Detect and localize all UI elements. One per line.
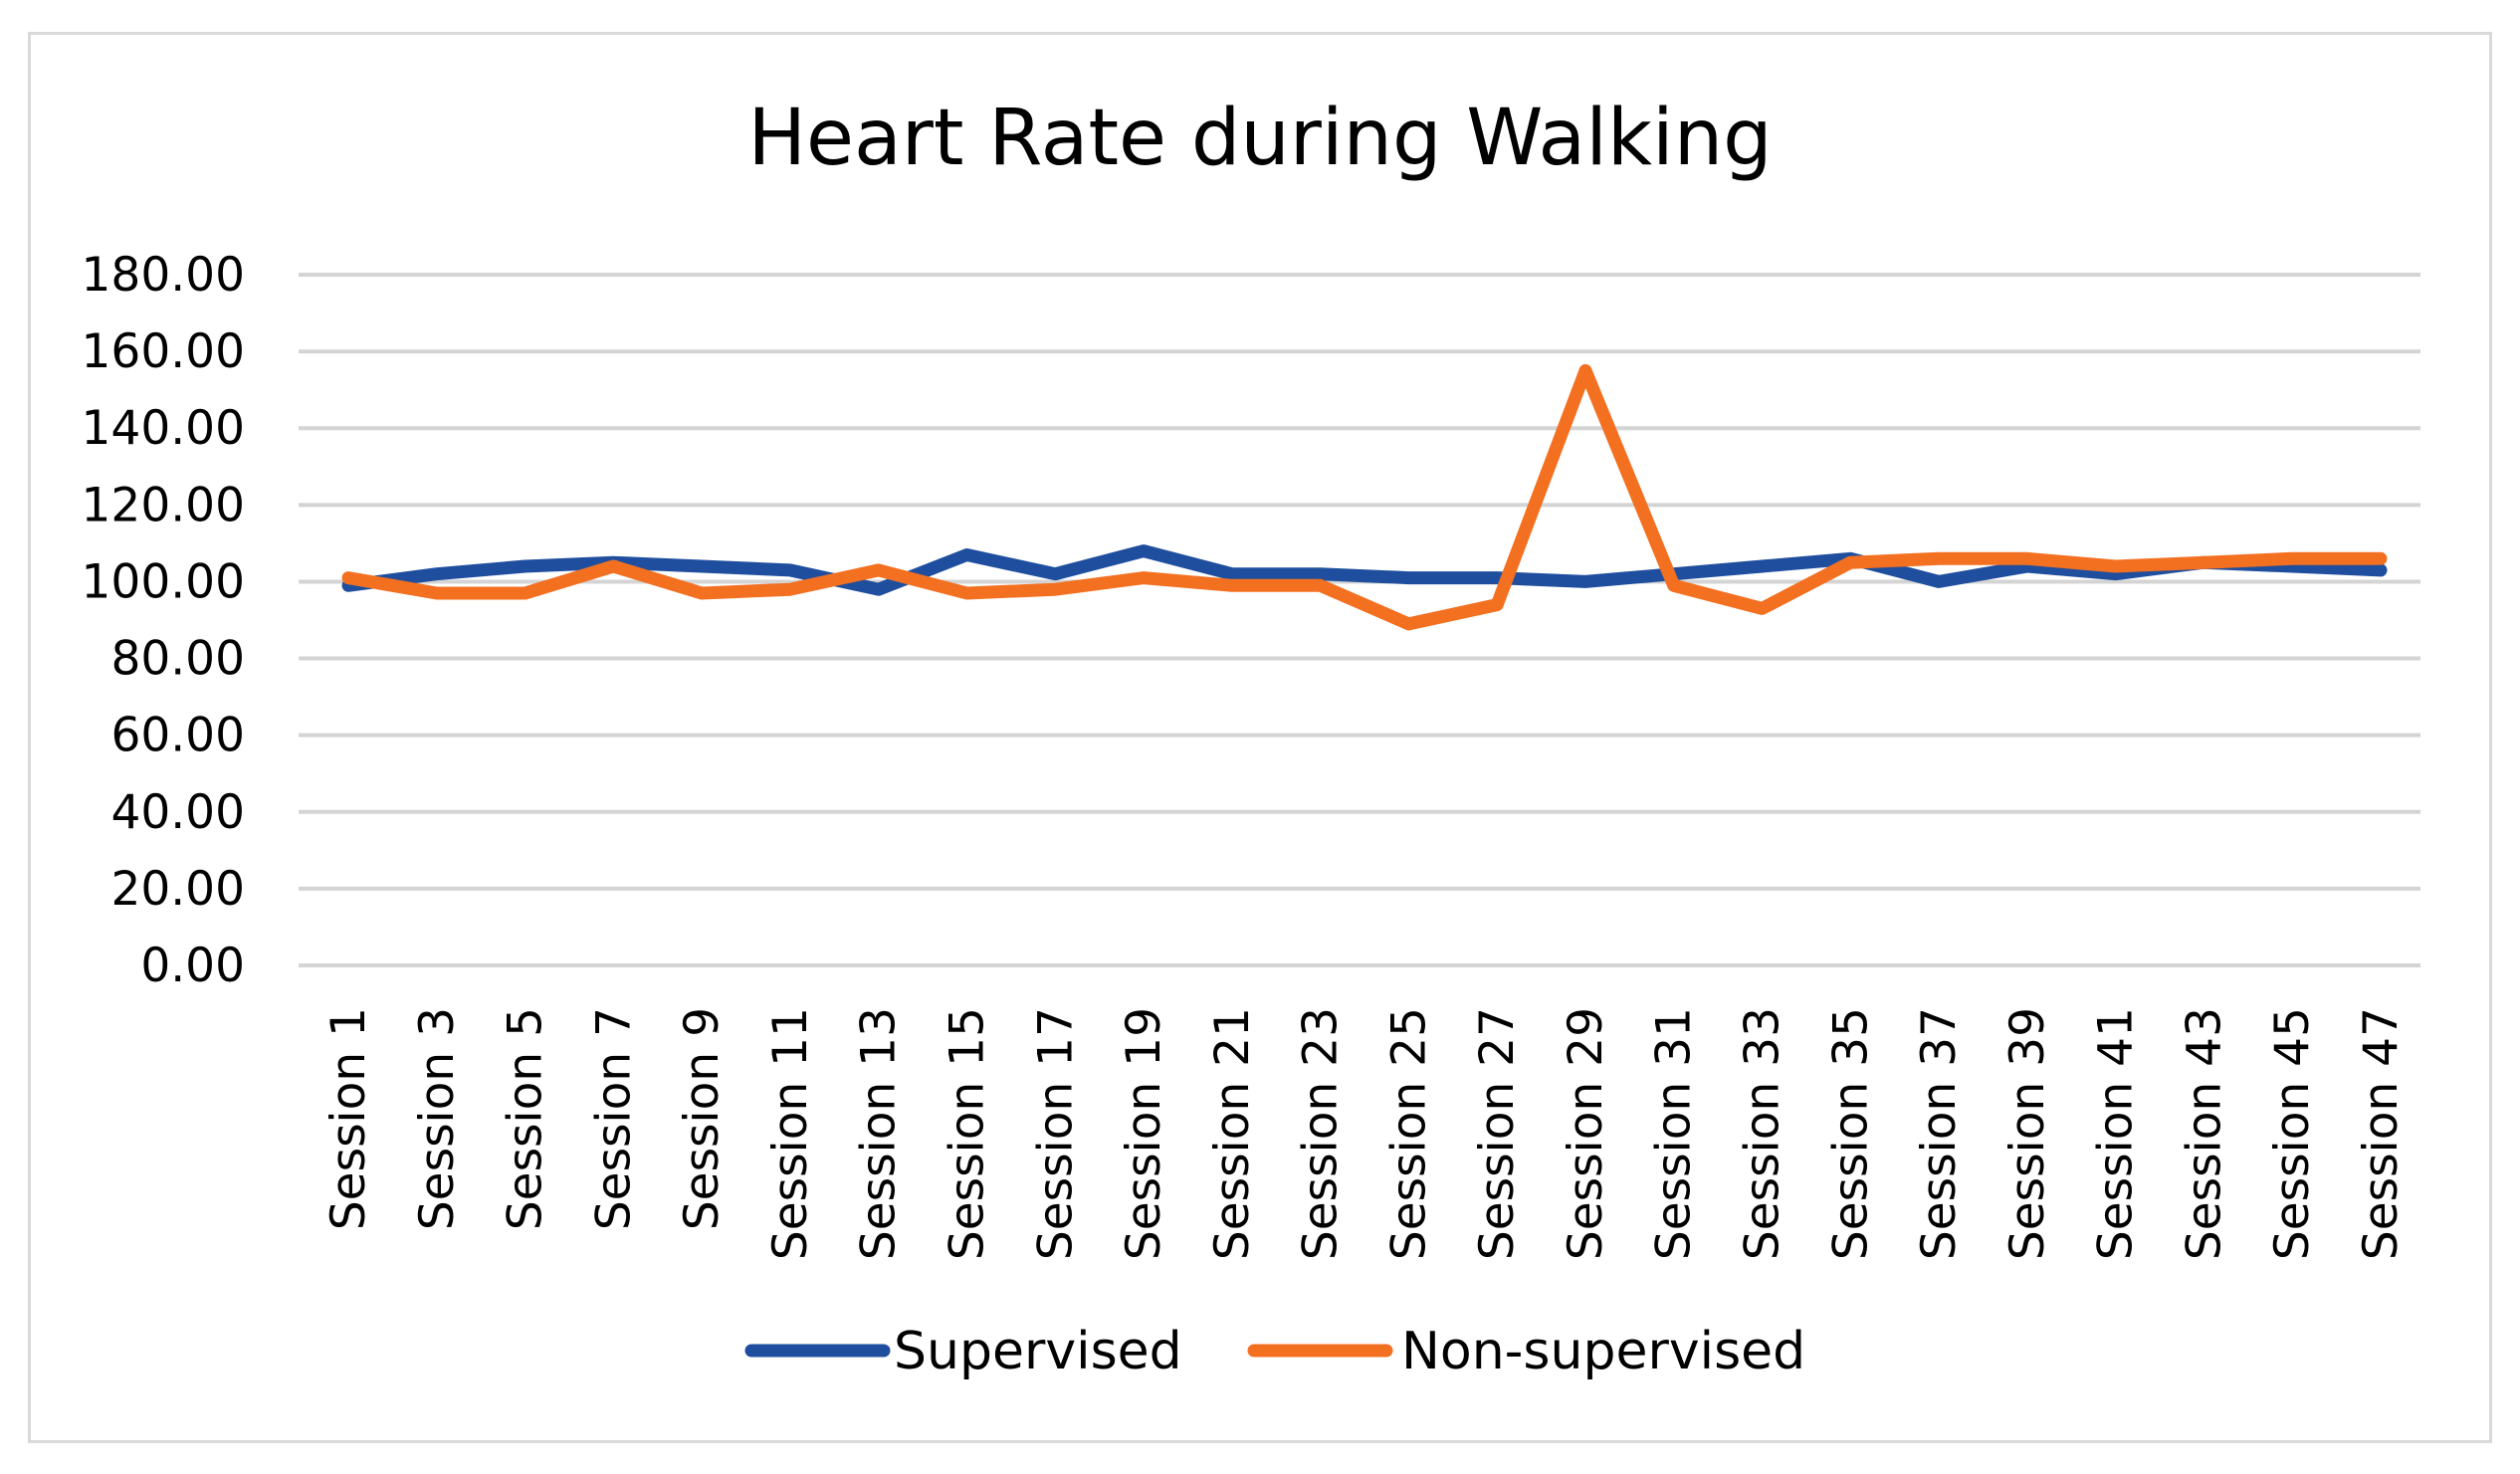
x-tick-label: Session 29 xyxy=(1559,1007,1613,1260)
x-tick-label: Session 43 xyxy=(2177,1007,2231,1260)
y-tick-label: 40.00 xyxy=(110,785,245,840)
x-tick-label: Session 47 xyxy=(2354,1007,2409,1260)
x-tick-label: Session 27 xyxy=(1470,1007,1525,1260)
x-tick-label: Session 17 xyxy=(1028,1007,1083,1260)
legend-label-supervised: Supervised xyxy=(894,1322,1182,1381)
x-tick-label: Session 7 xyxy=(586,1007,641,1230)
x-tick-label: Session 41 xyxy=(2089,1007,2144,1260)
x-tick-label: Session 31 xyxy=(1647,1007,1702,1260)
y-tick-label: 100.00 xyxy=(82,554,245,609)
chart-frame xyxy=(28,32,2492,1443)
x-tick-label: Session 23 xyxy=(1294,1007,1349,1260)
y-tick-label: 120.00 xyxy=(82,478,245,532)
x-axis-ticks: Session 1 Session 3 Session 5 Session 7 Sess… xyxy=(321,1007,2409,1260)
x-tick-label: Session 1 xyxy=(321,1007,376,1230)
x-tick-label: Session 25 xyxy=(1381,1007,1436,1260)
x-tick-label: Session 11 xyxy=(763,1007,818,1260)
x-tick-label: Session 37 xyxy=(1912,1007,1967,1260)
y-tick-label: 60.00 xyxy=(110,709,245,763)
series-line-supervised xyxy=(341,544,2388,596)
x-tick-label: Session 39 xyxy=(2000,1007,2055,1260)
chart-title: Heart Rate during Walking xyxy=(747,94,1772,183)
x-tick-label: Session 5 xyxy=(499,1007,553,1230)
y-tick-label: 140.00 xyxy=(82,401,245,456)
y-tick-label: 180.00 xyxy=(82,248,245,303)
y-axis-ticks: 0.00 20.00 40.00 60.00 80.00 100.00 120.00 140.… xyxy=(82,248,245,993)
x-tick-label: Session 15 xyxy=(940,1007,994,1260)
x-tick-label: Session 21 xyxy=(1205,1007,1260,1260)
series-line-non-supervised xyxy=(341,363,2388,631)
grid xyxy=(299,273,2420,967)
series-lines xyxy=(341,363,2388,631)
x-tick-label: Session 3 xyxy=(410,1007,465,1230)
x-tick-label: Session 19 xyxy=(1117,1007,1171,1260)
y-tick-label: 20.00 xyxy=(110,862,245,917)
x-tick-label: Session 13 xyxy=(852,1007,907,1260)
legend-label-non-supervised: Non-supervised xyxy=(1401,1322,1805,1381)
x-tick-label: Session 33 xyxy=(1736,1007,1790,1260)
y-tick-label: 0.00 xyxy=(140,939,245,993)
x-tick-label: Session 9 xyxy=(675,1007,730,1230)
y-tick-label: 80.00 xyxy=(110,632,245,687)
legend: Supervised Non-supervised xyxy=(744,1322,1805,1381)
y-tick-label: 160.00 xyxy=(82,324,245,379)
x-tick-label: Session 35 xyxy=(1823,1007,1878,1260)
x-tick-label: Session 45 xyxy=(2265,1007,2320,1260)
